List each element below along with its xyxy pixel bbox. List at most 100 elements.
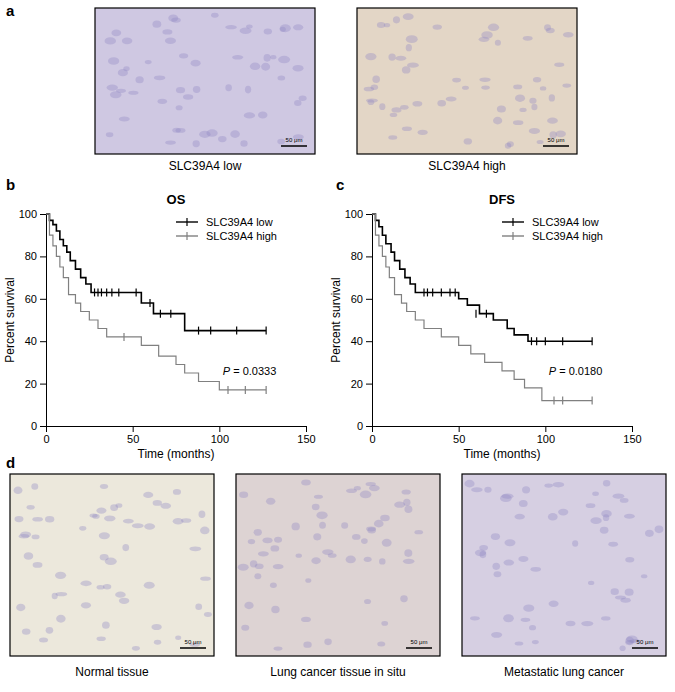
texture xyxy=(346,556,356,564)
tick-label: 0 xyxy=(43,433,49,445)
texture xyxy=(31,483,38,490)
image xyxy=(236,474,440,656)
texture xyxy=(563,32,574,37)
texture xyxy=(230,130,240,138)
texture xyxy=(625,637,634,645)
texture xyxy=(354,486,361,490)
censor-mark xyxy=(553,397,554,405)
tick: 150 xyxy=(623,426,641,445)
texture xyxy=(615,595,626,599)
texture xyxy=(193,86,201,93)
tick: 100 xyxy=(537,426,555,445)
tick: 0 xyxy=(43,426,49,445)
texture xyxy=(154,640,161,645)
tick: 50 xyxy=(453,426,465,445)
texture xyxy=(183,94,193,100)
texture xyxy=(515,514,525,520)
texture xyxy=(412,101,422,107)
texture xyxy=(402,66,411,73)
legend-label: SLC39A4 high xyxy=(206,230,277,242)
texture xyxy=(204,612,212,617)
texture xyxy=(115,592,126,598)
scale-bar-label: 50 μm xyxy=(411,639,428,645)
tick: 100 xyxy=(211,426,229,445)
legend-swatch xyxy=(512,232,513,240)
texture xyxy=(278,75,286,80)
texture xyxy=(111,30,121,37)
tick-mark xyxy=(372,426,373,432)
tick: 0 xyxy=(357,420,372,432)
texture xyxy=(404,549,412,557)
texture xyxy=(277,139,285,145)
censor-mark xyxy=(236,327,237,335)
texture xyxy=(364,557,372,562)
censor-mark xyxy=(198,327,199,335)
tick-label: 50 xyxy=(453,433,465,445)
texture xyxy=(232,55,243,59)
scale-bar-label: 50 μm xyxy=(548,137,565,143)
panel-label: a xyxy=(6,2,15,19)
texture xyxy=(311,557,321,564)
texture xyxy=(402,126,412,131)
image-caption: SLC39A4 low xyxy=(169,159,242,173)
texture xyxy=(379,558,385,564)
texture xyxy=(624,514,635,519)
tick: 0 xyxy=(31,420,46,432)
texture xyxy=(270,55,276,59)
image-panel: 50 μmMetastatic lung cancer xyxy=(462,474,666,679)
texture xyxy=(33,562,43,568)
texture xyxy=(312,504,320,510)
legend-swatch xyxy=(512,218,513,226)
censor-mark xyxy=(427,288,428,296)
texture xyxy=(168,14,178,21)
texture xyxy=(548,513,558,520)
texture xyxy=(144,582,155,589)
texture xyxy=(572,540,578,546)
texture xyxy=(519,108,526,112)
texture xyxy=(254,573,261,579)
texture xyxy=(189,546,201,551)
texture xyxy=(254,529,262,536)
texture xyxy=(400,595,408,602)
texture xyxy=(107,85,118,91)
texture xyxy=(79,526,86,531)
texture xyxy=(122,544,129,551)
annotation: P = 0.0180 xyxy=(549,365,603,377)
texture xyxy=(620,645,626,651)
texture xyxy=(80,581,91,587)
texture xyxy=(245,86,251,94)
tick: 150 xyxy=(297,426,315,445)
texture xyxy=(446,96,457,101)
texture xyxy=(491,533,500,540)
texture xyxy=(465,480,475,488)
texture xyxy=(521,618,531,622)
tick-mark xyxy=(366,256,372,257)
scale-bar-label: 50 μm xyxy=(286,137,303,143)
texture xyxy=(105,37,116,44)
texture xyxy=(625,589,634,596)
texture xyxy=(394,502,405,508)
texture xyxy=(301,480,311,486)
x-axis: 050100150 xyxy=(369,426,641,445)
x-axis: 050100150 xyxy=(43,426,315,445)
tick-mark xyxy=(366,341,372,342)
tick-label: 60 xyxy=(351,293,363,305)
texture xyxy=(324,639,331,646)
texture xyxy=(395,56,406,61)
axis-line xyxy=(46,215,47,427)
texture xyxy=(55,572,66,579)
texture xyxy=(116,503,123,508)
y-axis: 020406080100 xyxy=(19,208,47,432)
texture xyxy=(588,581,594,585)
texture xyxy=(195,604,202,610)
texture xyxy=(452,78,461,83)
tick-mark xyxy=(632,426,633,432)
texture xyxy=(529,98,536,104)
texture xyxy=(255,563,264,569)
tick-label: 80 xyxy=(25,250,37,262)
texture xyxy=(181,518,191,523)
censor-mark xyxy=(531,337,532,345)
texture xyxy=(470,616,480,620)
legend-entry: SLC39A4 high xyxy=(176,230,277,242)
axis-line xyxy=(47,426,307,427)
